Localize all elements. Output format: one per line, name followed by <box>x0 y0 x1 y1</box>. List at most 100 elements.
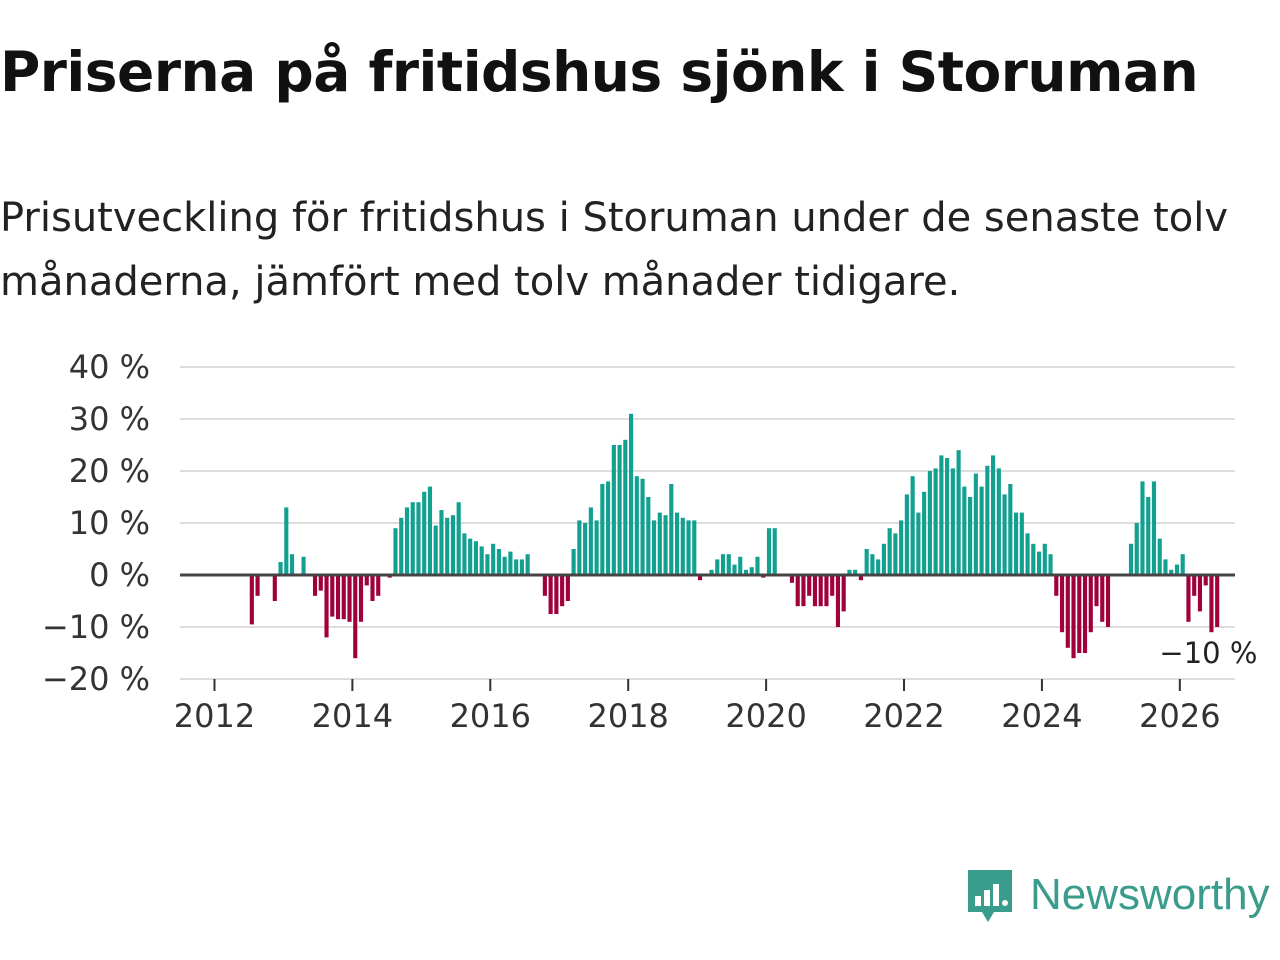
bar <box>600 484 605 575</box>
bar <box>1065 575 1070 648</box>
bar <box>1180 554 1185 575</box>
bar <box>456 502 461 575</box>
bar <box>956 450 961 575</box>
bar <box>301 556 306 575</box>
bar <box>835 575 841 627</box>
bar <box>583 523 588 575</box>
bar <box>404 507 410 575</box>
bar <box>364 575 369 586</box>
bar <box>1151 481 1157 575</box>
bar <box>1203 575 1208 586</box>
bar <box>1088 575 1093 633</box>
y-tick-label: 30 % <box>69 400 150 438</box>
bar <box>525 554 530 575</box>
bar <box>887 528 892 575</box>
bar <box>473 541 478 575</box>
bar <box>410 502 415 575</box>
bar <box>554 575 559 614</box>
bar <box>629 413 634 575</box>
bar <box>945 458 950 575</box>
bar <box>1042 543 1047 575</box>
bar <box>634 476 639 575</box>
x-tick-label: 2016 <box>450 697 531 735</box>
bar <box>709 569 714 575</box>
bar <box>1036 551 1042 575</box>
bar <box>807 575 812 596</box>
bar <box>996 468 1001 575</box>
bar <box>680 517 685 575</box>
bar <box>669 484 674 575</box>
bar <box>893 533 898 575</box>
bar <box>939 455 944 575</box>
bar <box>1059 575 1065 633</box>
bar <box>1100 575 1105 622</box>
bar <box>514 559 519 575</box>
bar <box>858 575 863 581</box>
x-tick-label: 2024 <box>1001 697 1082 735</box>
bar <box>1025 533 1030 575</box>
bar <box>376 575 381 596</box>
bar <box>508 551 513 575</box>
newsworthy-logo[interactable]: Newsworthy <box>964 866 1270 924</box>
bar <box>623 439 628 575</box>
bar <box>491 543 496 575</box>
y-tick-label: 20 % <box>69 452 150 490</box>
bar <box>611 445 616 575</box>
bar <box>876 559 881 575</box>
bar <box>904 494 909 575</box>
bar <box>766 528 772 575</box>
bar <box>1014 512 1019 575</box>
bar <box>1140 481 1145 575</box>
bar <box>278 562 283 575</box>
bar <box>324 575 329 638</box>
bar <box>755 556 760 575</box>
bar <box>370 575 375 601</box>
bar <box>899 520 904 575</box>
bar <box>663 515 668 575</box>
bar <box>864 549 869 575</box>
bar <box>824 575 829 607</box>
bar <box>1105 575 1111 627</box>
bar <box>1215 575 1220 627</box>
bar <box>715 559 720 575</box>
bar <box>1077 575 1082 653</box>
bar <box>1008 484 1013 575</box>
latest-value-label: −10 % <box>1159 636 1257 670</box>
bar <box>1186 575 1191 622</box>
bar <box>358 575 364 622</box>
bar <box>571 549 576 575</box>
bar <box>1163 559 1168 575</box>
bar <box>468 538 473 575</box>
bar <box>1157 538 1162 575</box>
y-tick-label: −10 % <box>42 608 150 646</box>
bar <box>1128 543 1134 575</box>
chart-x-axis: 2012 2014 2016 2018 2020 2022 2024 2026 <box>174 678 1235 735</box>
bar <box>726 554 731 575</box>
y-tick-label: 0 % <box>89 556 150 594</box>
bar <box>1048 554 1053 575</box>
bar <box>1071 575 1076 659</box>
bar <box>772 528 777 575</box>
y-tick-label: 40 % <box>69 348 150 386</box>
bar <box>341 575 346 620</box>
bar <box>479 546 484 575</box>
bar <box>922 491 927 575</box>
bar <box>657 512 662 575</box>
bar <box>1094 575 1099 607</box>
bar <box>795 575 800 607</box>
bar <box>916 512 921 575</box>
bar <box>284 507 289 575</box>
chart-gridlines <box>180 366 1235 680</box>
bar <box>1019 512 1024 575</box>
bar <box>462 533 467 575</box>
bar <box>433 525 438 575</box>
x-tick-label: 2014 <box>312 697 393 735</box>
x-tick-label: 2012 <box>174 697 255 735</box>
bar <box>249 575 254 625</box>
bar <box>881 543 886 575</box>
bar <box>1082 575 1088 653</box>
bar <box>732 564 737 575</box>
bar <box>640 478 645 575</box>
bar <box>318 575 323 591</box>
bar <box>979 486 984 575</box>
